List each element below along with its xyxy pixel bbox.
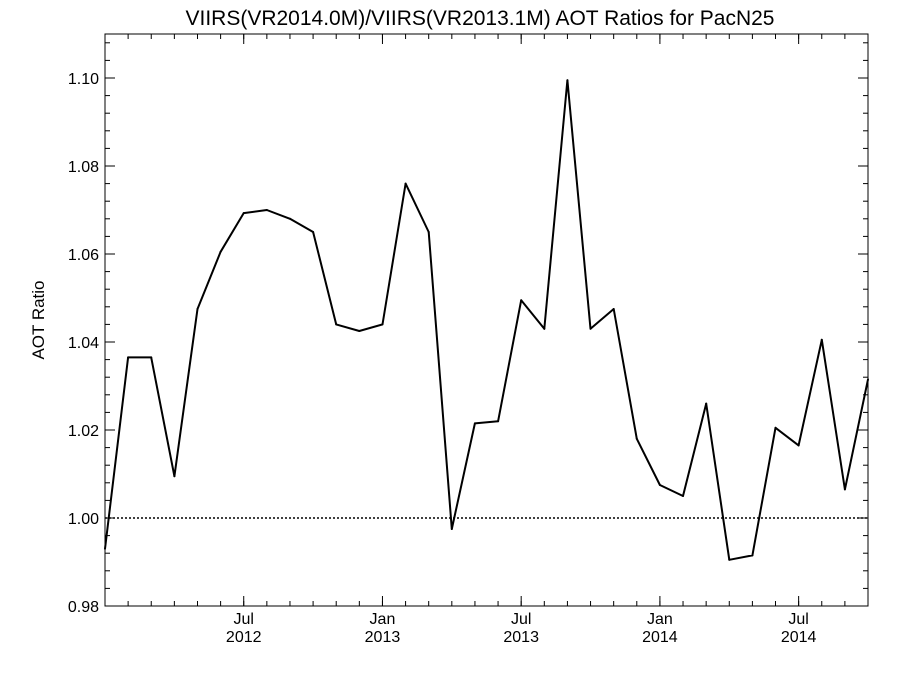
y-tick-label: 1.08: [68, 159, 99, 176]
y-tick-label: 1.06: [68, 247, 99, 264]
x-tick-year-label: 2014: [642, 629, 678, 646]
data-point: [450, 528, 453, 530]
data-point: [219, 250, 222, 253]
plot-frame: [104, 33, 869, 607]
data-point: [104, 547, 106, 550]
y-tick-label: 0.98: [68, 599, 99, 616]
x-tick-year-label: 2013: [503, 629, 539, 646]
data-point: [288, 217, 291, 220]
x-tick-year-label: 2014: [781, 629, 817, 646]
data-point: [635, 437, 638, 440]
data-point: [497, 420, 500, 423]
data-point: [682, 495, 685, 497]
data-point: [820, 338, 823, 341]
data-point: [473, 422, 476, 425]
data-point: [381, 323, 384, 326]
y-tick-label: 1.00: [68, 511, 99, 528]
data-point: [566, 79, 569, 82]
y-tick-label: 1.10: [68, 71, 99, 88]
data-point: [427, 231, 430, 233]
x-tick-month-label: Jul: [511, 611, 531, 628]
data-point: [774, 426, 777, 429]
data-point: [589, 327, 592, 330]
data-point: [127, 356, 130, 359]
y-tick-label: 1.02: [68, 423, 99, 440]
data-point: [173, 475, 176, 478]
series-group: [104, 79, 869, 561]
data-point: [728, 558, 731, 561]
data-point: [751, 554, 754, 557]
data-point: [867, 378, 869, 381]
y-axis-label: AOT Ratio: [29, 280, 48, 359]
data-point: [150, 356, 153, 359]
data-point: [265, 209, 268, 211]
x-tick-month-label: Jul: [234, 611, 254, 628]
data-point: [543, 327, 546, 330]
x-tick-month-label: Jan: [647, 611, 673, 628]
data-point: [612, 308, 615, 310]
aot-ratio-series-line: [104, 79, 869, 561]
x-tick-year-label: 2013: [365, 629, 401, 646]
data-point: [705, 402, 708, 405]
data-point: [335, 323, 338, 326]
data-point: [797, 444, 800, 447]
data-point: [404, 182, 407, 185]
data-point: [520, 299, 523, 302]
y-tick-label: 1.04: [68, 335, 99, 352]
x-tick-month-label: Jul: [788, 611, 808, 628]
x-tick-month-label: Jan: [370, 611, 396, 628]
chart-title: VIIRS(VR2014.0M)/VIIRS(VR2013.1M) AOT Ra…: [185, 7, 774, 30]
data-point: [358, 330, 361, 332]
data-point: [242, 212, 245, 215]
data-point: [658, 484, 661, 486]
data-point: [843, 488, 846, 491]
y-axis-ticks: 0.98 1.00 1.02 1.04 1.06 1.08 1.10: [68, 42, 868, 616]
data-point: [312, 231, 315, 233]
x-tick-year-label: 2012: [226, 629, 262, 646]
data-point: [196, 308, 199, 310]
